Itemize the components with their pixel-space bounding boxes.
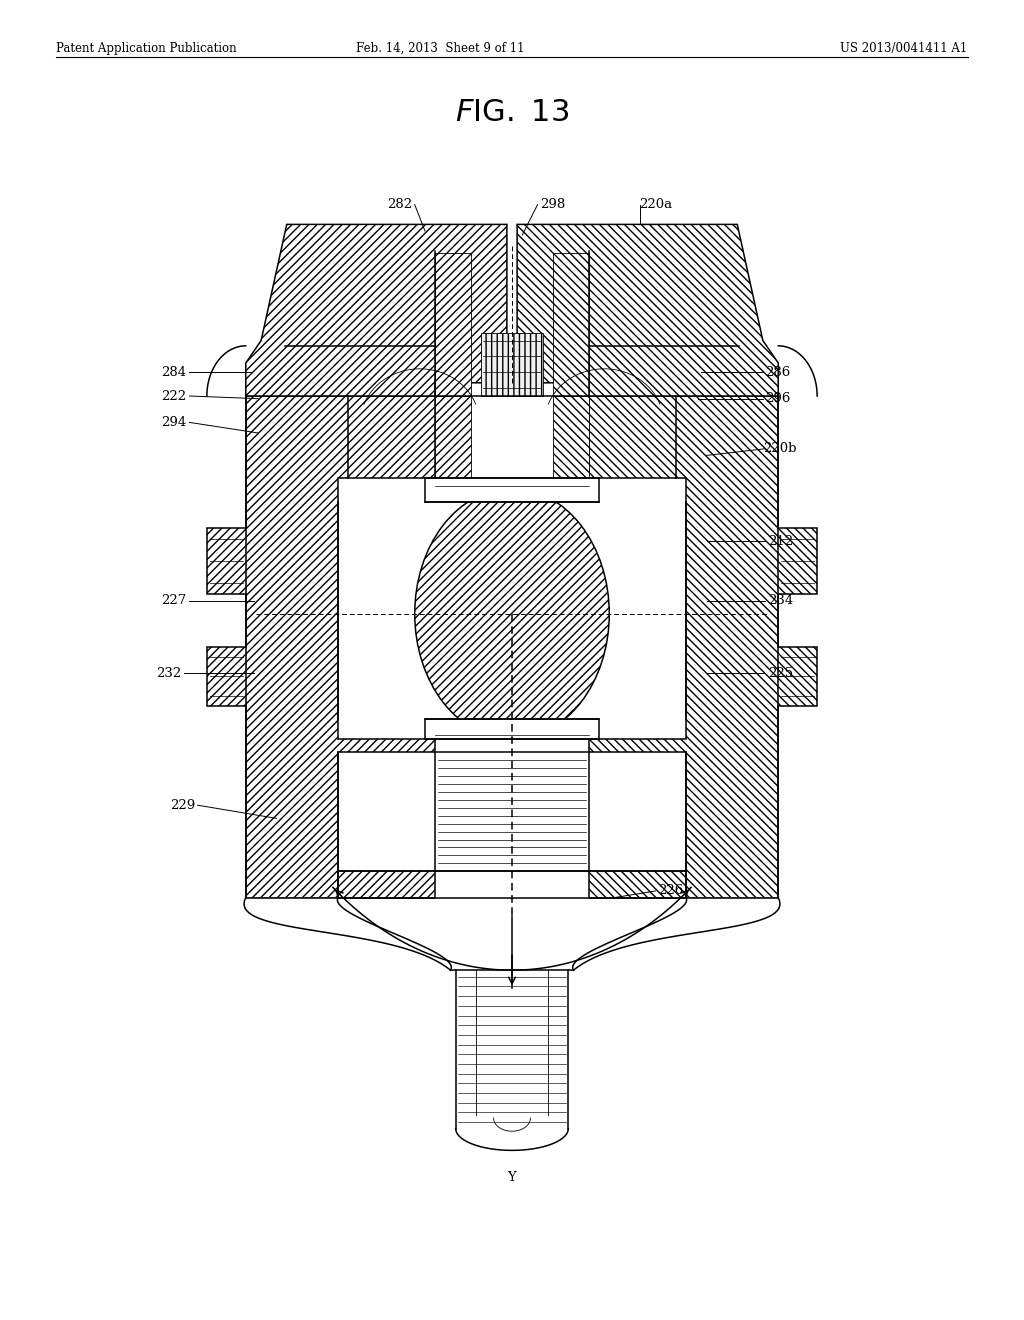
Text: 286: 286: [766, 366, 791, 379]
Polygon shape: [207, 396, 435, 898]
Text: 227: 227: [162, 594, 186, 607]
Text: 284: 284: [162, 366, 186, 379]
Text: 225: 225: [768, 667, 793, 680]
Polygon shape: [435, 253, 471, 396]
Polygon shape: [589, 871, 686, 898]
Polygon shape: [553, 253, 589, 396]
Text: Patent Application Publication: Patent Application Publication: [56, 42, 237, 55]
Text: 298: 298: [541, 198, 565, 211]
Polygon shape: [553, 396, 589, 478]
Text: 232: 232: [157, 667, 181, 680]
Text: 220a: 220a: [639, 198, 672, 211]
Polygon shape: [435, 396, 471, 478]
Polygon shape: [589, 396, 817, 898]
Text: 282: 282: [387, 198, 412, 211]
Text: 296: 296: [766, 392, 791, 405]
Text: Y: Y: [508, 1171, 516, 1184]
Text: US 2013/0041411 A1: US 2013/0041411 A1: [841, 42, 968, 55]
Text: 222: 222: [162, 389, 186, 403]
Polygon shape: [425, 719, 599, 739]
Circle shape: [415, 488, 609, 739]
Bar: [481, 333, 543, 396]
Text: Feb. 14, 2013  Sheet 9 of 11: Feb. 14, 2013 Sheet 9 of 11: [356, 42, 524, 55]
Polygon shape: [244, 898, 452, 970]
Text: 294: 294: [162, 416, 186, 429]
Polygon shape: [338, 871, 435, 898]
Text: $\mathit{F{\rm IG}.\ 13}$: $\mathit{F{\rm IG}.\ 13}$: [455, 96, 569, 128]
Polygon shape: [517, 224, 778, 396]
Polygon shape: [435, 752, 589, 871]
Text: 212: 212: [768, 535, 793, 548]
Polygon shape: [425, 478, 599, 502]
Text: 234: 234: [768, 594, 793, 607]
Text: 220b: 220b: [764, 442, 797, 455]
Text: 229: 229: [170, 799, 195, 812]
Polygon shape: [572, 898, 780, 970]
Text: 226: 226: [658, 884, 683, 898]
Polygon shape: [246, 224, 507, 396]
